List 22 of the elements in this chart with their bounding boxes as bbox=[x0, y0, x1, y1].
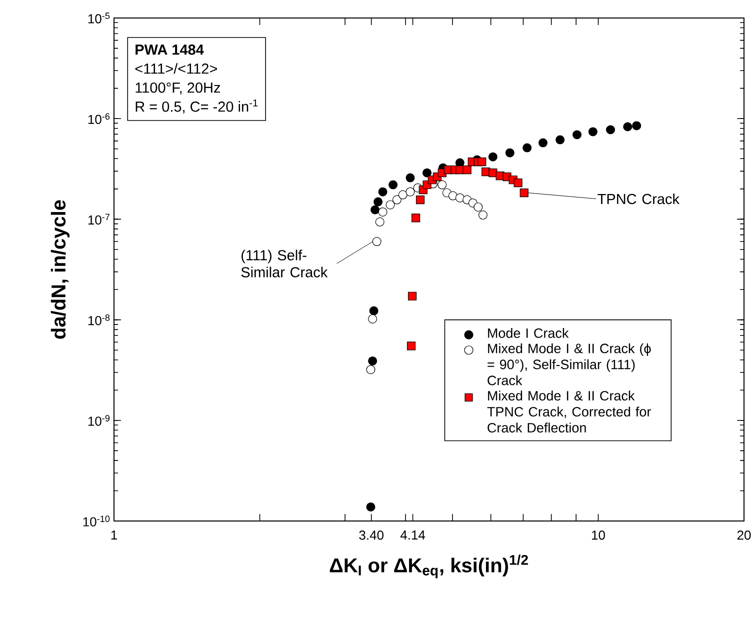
annotation: TPNC Crack bbox=[598, 193, 680, 204]
x-tick-label: 20 bbox=[737, 530, 751, 540]
x-tick-label: 10 bbox=[592, 530, 605, 540]
y-tick-label: 10$^{-9}$ bbox=[88, 415, 110, 426]
annotation: 1100°F, 20Hz bbox=[136, 82, 220, 94]
x-tick-label: 4.14 bbox=[400, 530, 426, 540]
annotation: <111>/<112> bbox=[135, 63, 217, 74]
annotation: PWA 1484 bbox=[136, 44, 204, 55]
x-tick-label: 3.40 bbox=[359, 530, 384, 540]
annotation: (111) Self-Similar Crack bbox=[241, 250, 328, 278]
x-tick-label: 1 bbox=[111, 530, 117, 540]
y-tick-label: 10$^{-5}$ bbox=[88, 12, 110, 24]
y-axis-title: da/dN, in/cycle bbox=[50, 200, 70, 339]
y-tick-label: 10$^{-6}$ bbox=[88, 113, 110, 124]
annotation: R = 0.5, C= -20 in$^{-1}$ bbox=[136, 99, 258, 114]
x-axis-title: ΔK$_{I}$ or ΔK$_{eq}$, ksi(in)$^{1/2}$ bbox=[330, 554, 528, 578]
legend-label: Mixed Mode I & II Crack (ϕ = 90°), Self-Similar (111) Crack bbox=[488, 343, 651, 386]
y-tick-label: 10$^{-10}$ bbox=[83, 516, 110, 526]
y-tick-label: 10$^{-8}$ bbox=[88, 314, 110, 326]
y-tick-label: 10$^{-7}$ bbox=[88, 214, 110, 225]
legend-label: Mixed Mode I & II Crack TPNC Crack, Corrected for Crack Deflection bbox=[487, 390, 651, 433]
legend-label: Mode I Crack bbox=[488, 328, 569, 338]
